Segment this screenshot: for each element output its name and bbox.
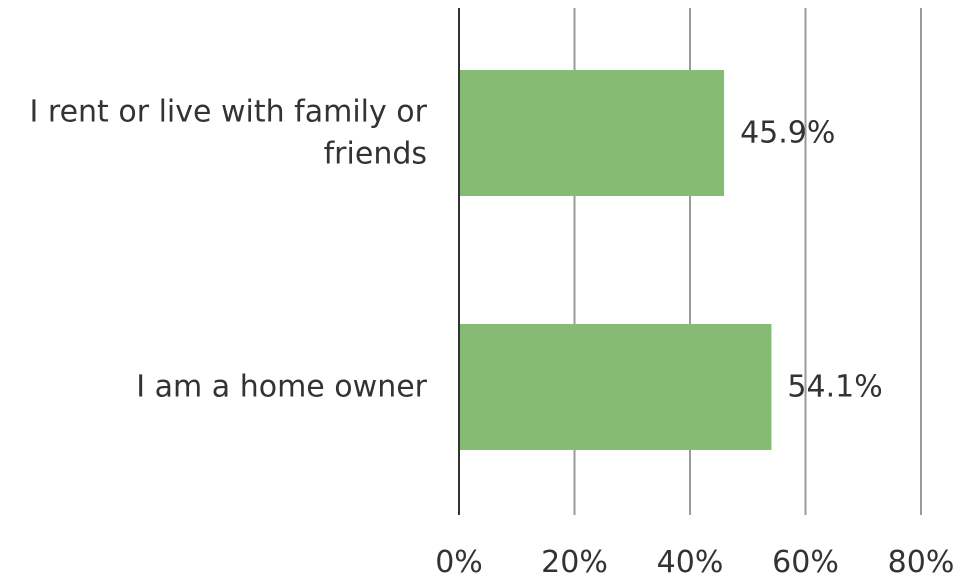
category-label-1-line-0: I am a home owner — [136, 370, 427, 405]
category-label-0-line-0: I rent or live with family or — [30, 95, 428, 130]
data-label-1: 54.1% — [787, 370, 882, 405]
data-label-0: 45.9% — [740, 116, 835, 151]
x-tick-label-20: 20% — [541, 545, 608, 580]
data-labels: 45.9% 54.1% — [740, 116, 883, 405]
x-tick-labels: 0% 20% 40% 60% 80% — [435, 545, 954, 580]
bar-1 — [459, 324, 772, 450]
x-tick-label-80: 80% — [888, 545, 955, 580]
x-tick-label-0: 0% — [435, 545, 483, 580]
x-tick-label-40: 40% — [657, 545, 724, 580]
bar-0 — [459, 70, 725, 196]
category-labels: I rent or live with family or friends I am… — [30, 95, 428, 405]
bars — [459, 70, 772, 450]
category-label-0-line-1: friends — [324, 137, 427, 172]
x-tick-label-60: 60% — [772, 545, 839, 580]
